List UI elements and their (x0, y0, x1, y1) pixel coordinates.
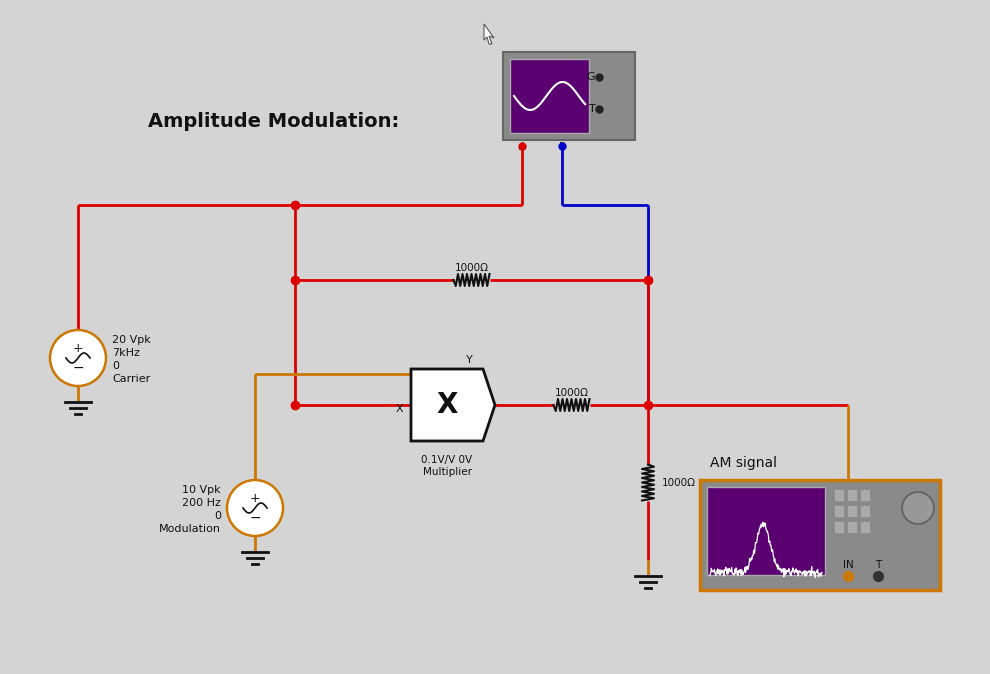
Bar (847, 521, 857, 533)
Text: 0: 0 (214, 511, 221, 521)
Text: X: X (437, 391, 457, 419)
Text: Carrier: Carrier (112, 374, 150, 384)
Text: +: + (72, 342, 83, 355)
Circle shape (227, 480, 283, 536)
Text: T: T (589, 104, 595, 114)
Text: −: − (72, 361, 84, 375)
Text: T: T (875, 560, 881, 570)
Text: Modulation: Modulation (159, 524, 221, 534)
Polygon shape (411, 369, 495, 441)
Bar (847, 489, 857, 501)
Bar (860, 505, 870, 517)
Text: 1000Ω: 1000Ω (662, 477, 696, 487)
Circle shape (50, 330, 106, 386)
Text: +: + (249, 493, 260, 506)
Text: AM signal: AM signal (710, 456, 777, 470)
Bar (503, 52, 635, 140)
Text: 20 Vpk: 20 Vpk (112, 335, 150, 345)
Text: Y: Y (465, 355, 472, 365)
Text: G: G (587, 71, 595, 82)
Text: IN: IN (842, 560, 853, 570)
Bar (860, 521, 870, 533)
Polygon shape (484, 24, 494, 44)
Text: 0.1V/V 0V: 0.1V/V 0V (422, 455, 472, 465)
Text: −: − (249, 511, 260, 525)
Bar (860, 489, 870, 501)
Text: 1000Ω: 1000Ω (454, 263, 488, 273)
Bar (510, 59, 589, 133)
Bar (707, 487, 825, 575)
Text: Multiplier: Multiplier (423, 467, 471, 477)
Text: 7kHz: 7kHz (112, 348, 140, 358)
Bar (834, 489, 844, 501)
Text: Amplitude Modulation:: Amplitude Modulation: (148, 112, 399, 131)
Text: 1000Ω: 1000Ω (554, 388, 588, 398)
Text: 10 Vpk: 10 Vpk (182, 485, 221, 495)
Text: X: X (395, 404, 403, 414)
Text: A: A (519, 142, 526, 152)
Bar (700, 480, 940, 590)
Text: B: B (558, 142, 565, 152)
Circle shape (902, 492, 934, 524)
Bar (847, 505, 857, 517)
Text: 0: 0 (112, 361, 119, 371)
Bar (834, 521, 844, 533)
Text: 200 Hz: 200 Hz (182, 498, 221, 508)
Bar (834, 505, 844, 517)
